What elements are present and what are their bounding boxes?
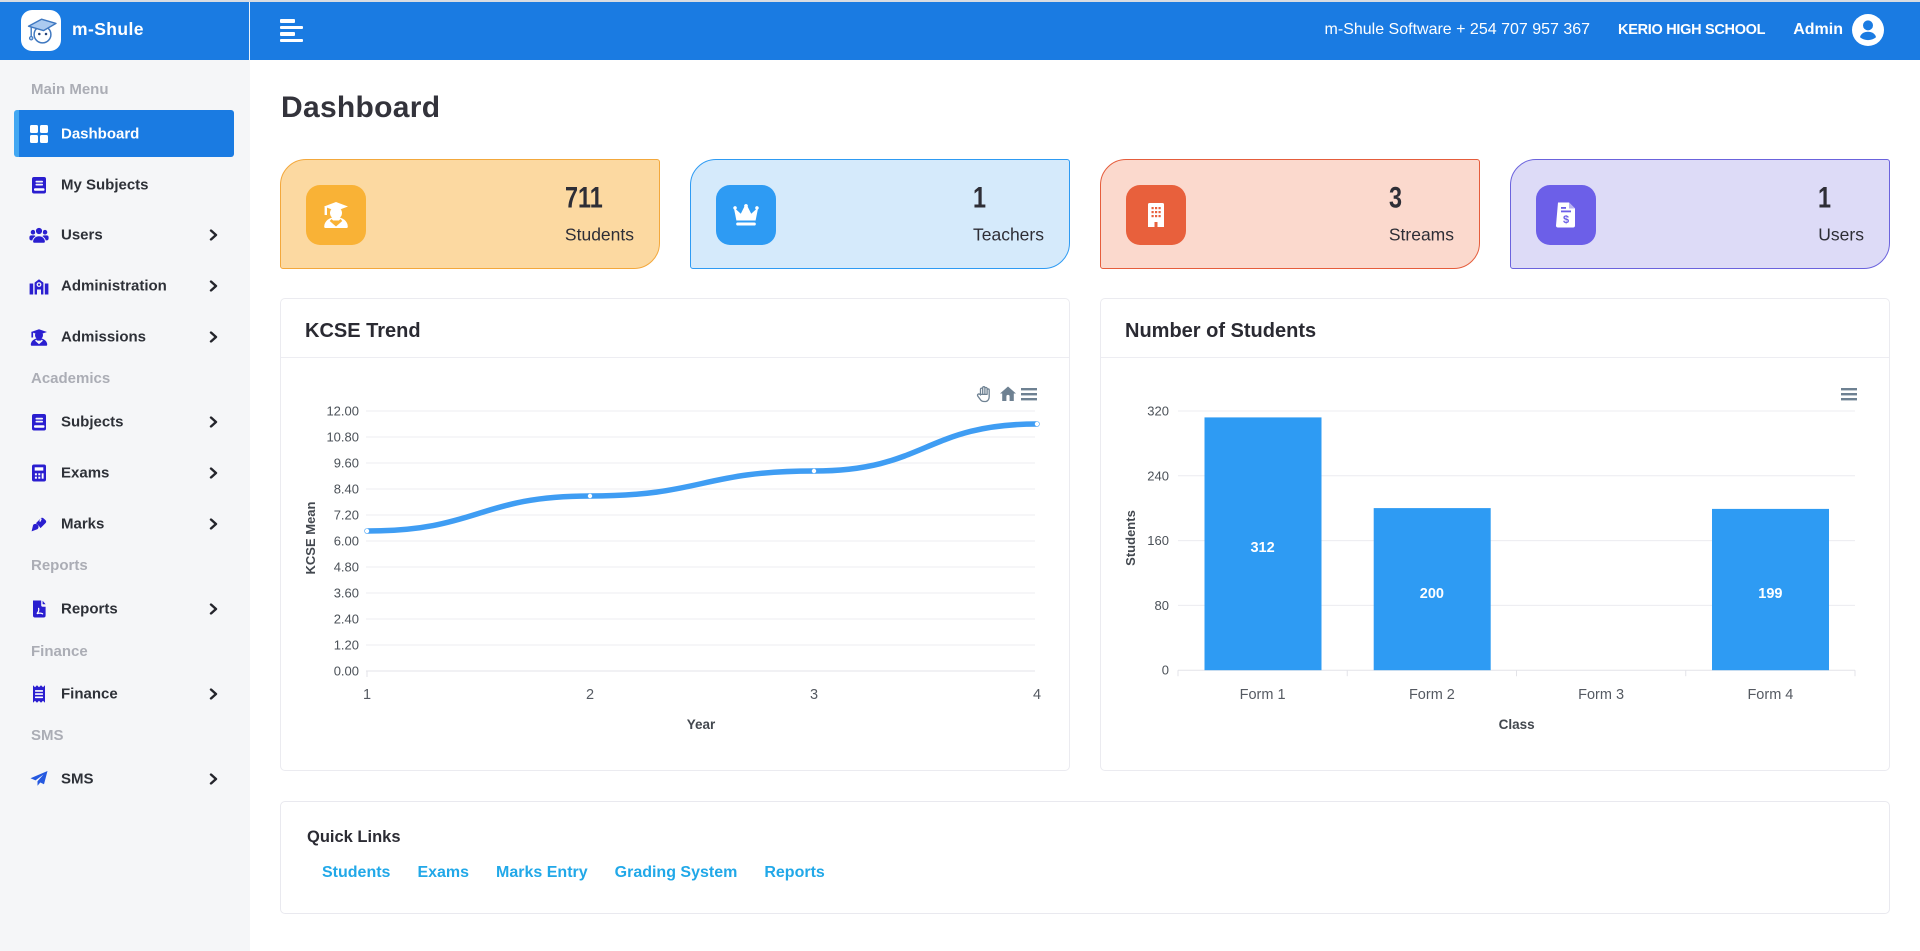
svg-text:1.20: 1.20: [334, 638, 359, 653]
svg-text:Form 4: Form 4: [1747, 687, 1793, 703]
svg-text:80: 80: [1155, 598, 1169, 613]
svg-text:Form 2: Form 2: [1409, 687, 1455, 703]
svg-text:$: $: [1563, 214, 1569, 226]
svg-text:Students: Students: [1123, 510, 1138, 566]
svg-text:2: 2: [586, 687, 594, 703]
svg-text:6.00: 6.00: [334, 534, 359, 549]
svg-text:KCSE Mean: KCSE Mean: [303, 501, 318, 574]
svg-text:Form 3: Form 3: [1578, 687, 1624, 703]
svg-text:0: 0: [1162, 663, 1169, 678]
svg-text:320: 320: [1147, 404, 1169, 419]
svg-text:240: 240: [1147, 468, 1169, 483]
svg-text:312: 312: [1250, 540, 1274, 556]
svg-text:2.40: 2.40: [334, 612, 359, 627]
svg-text:10.80: 10.80: [326, 430, 359, 445]
svg-text:3.60: 3.60: [334, 586, 359, 601]
svg-text:9.60: 9.60: [334, 456, 359, 471]
svg-text:12.00: 12.00: [326, 404, 359, 419]
svg-text:4: 4: [1033, 687, 1041, 703]
svg-text:4.80: 4.80: [334, 560, 359, 575]
svg-text:3: 3: [810, 687, 818, 703]
svg-text:Class: Class: [1499, 717, 1535, 732]
svg-text:Year: Year: [687, 717, 716, 732]
svg-text:199: 199: [1758, 586, 1782, 602]
svg-text:8.40: 8.40: [334, 482, 359, 497]
svg-text:0.00: 0.00: [334, 664, 359, 679]
svg-text:1: 1: [363, 687, 371, 703]
svg-text:200: 200: [1420, 586, 1444, 602]
svg-text:160: 160: [1147, 533, 1169, 548]
svg-text:7.20: 7.20: [334, 508, 359, 523]
svg-text:Form 1: Form 1: [1240, 687, 1286, 703]
